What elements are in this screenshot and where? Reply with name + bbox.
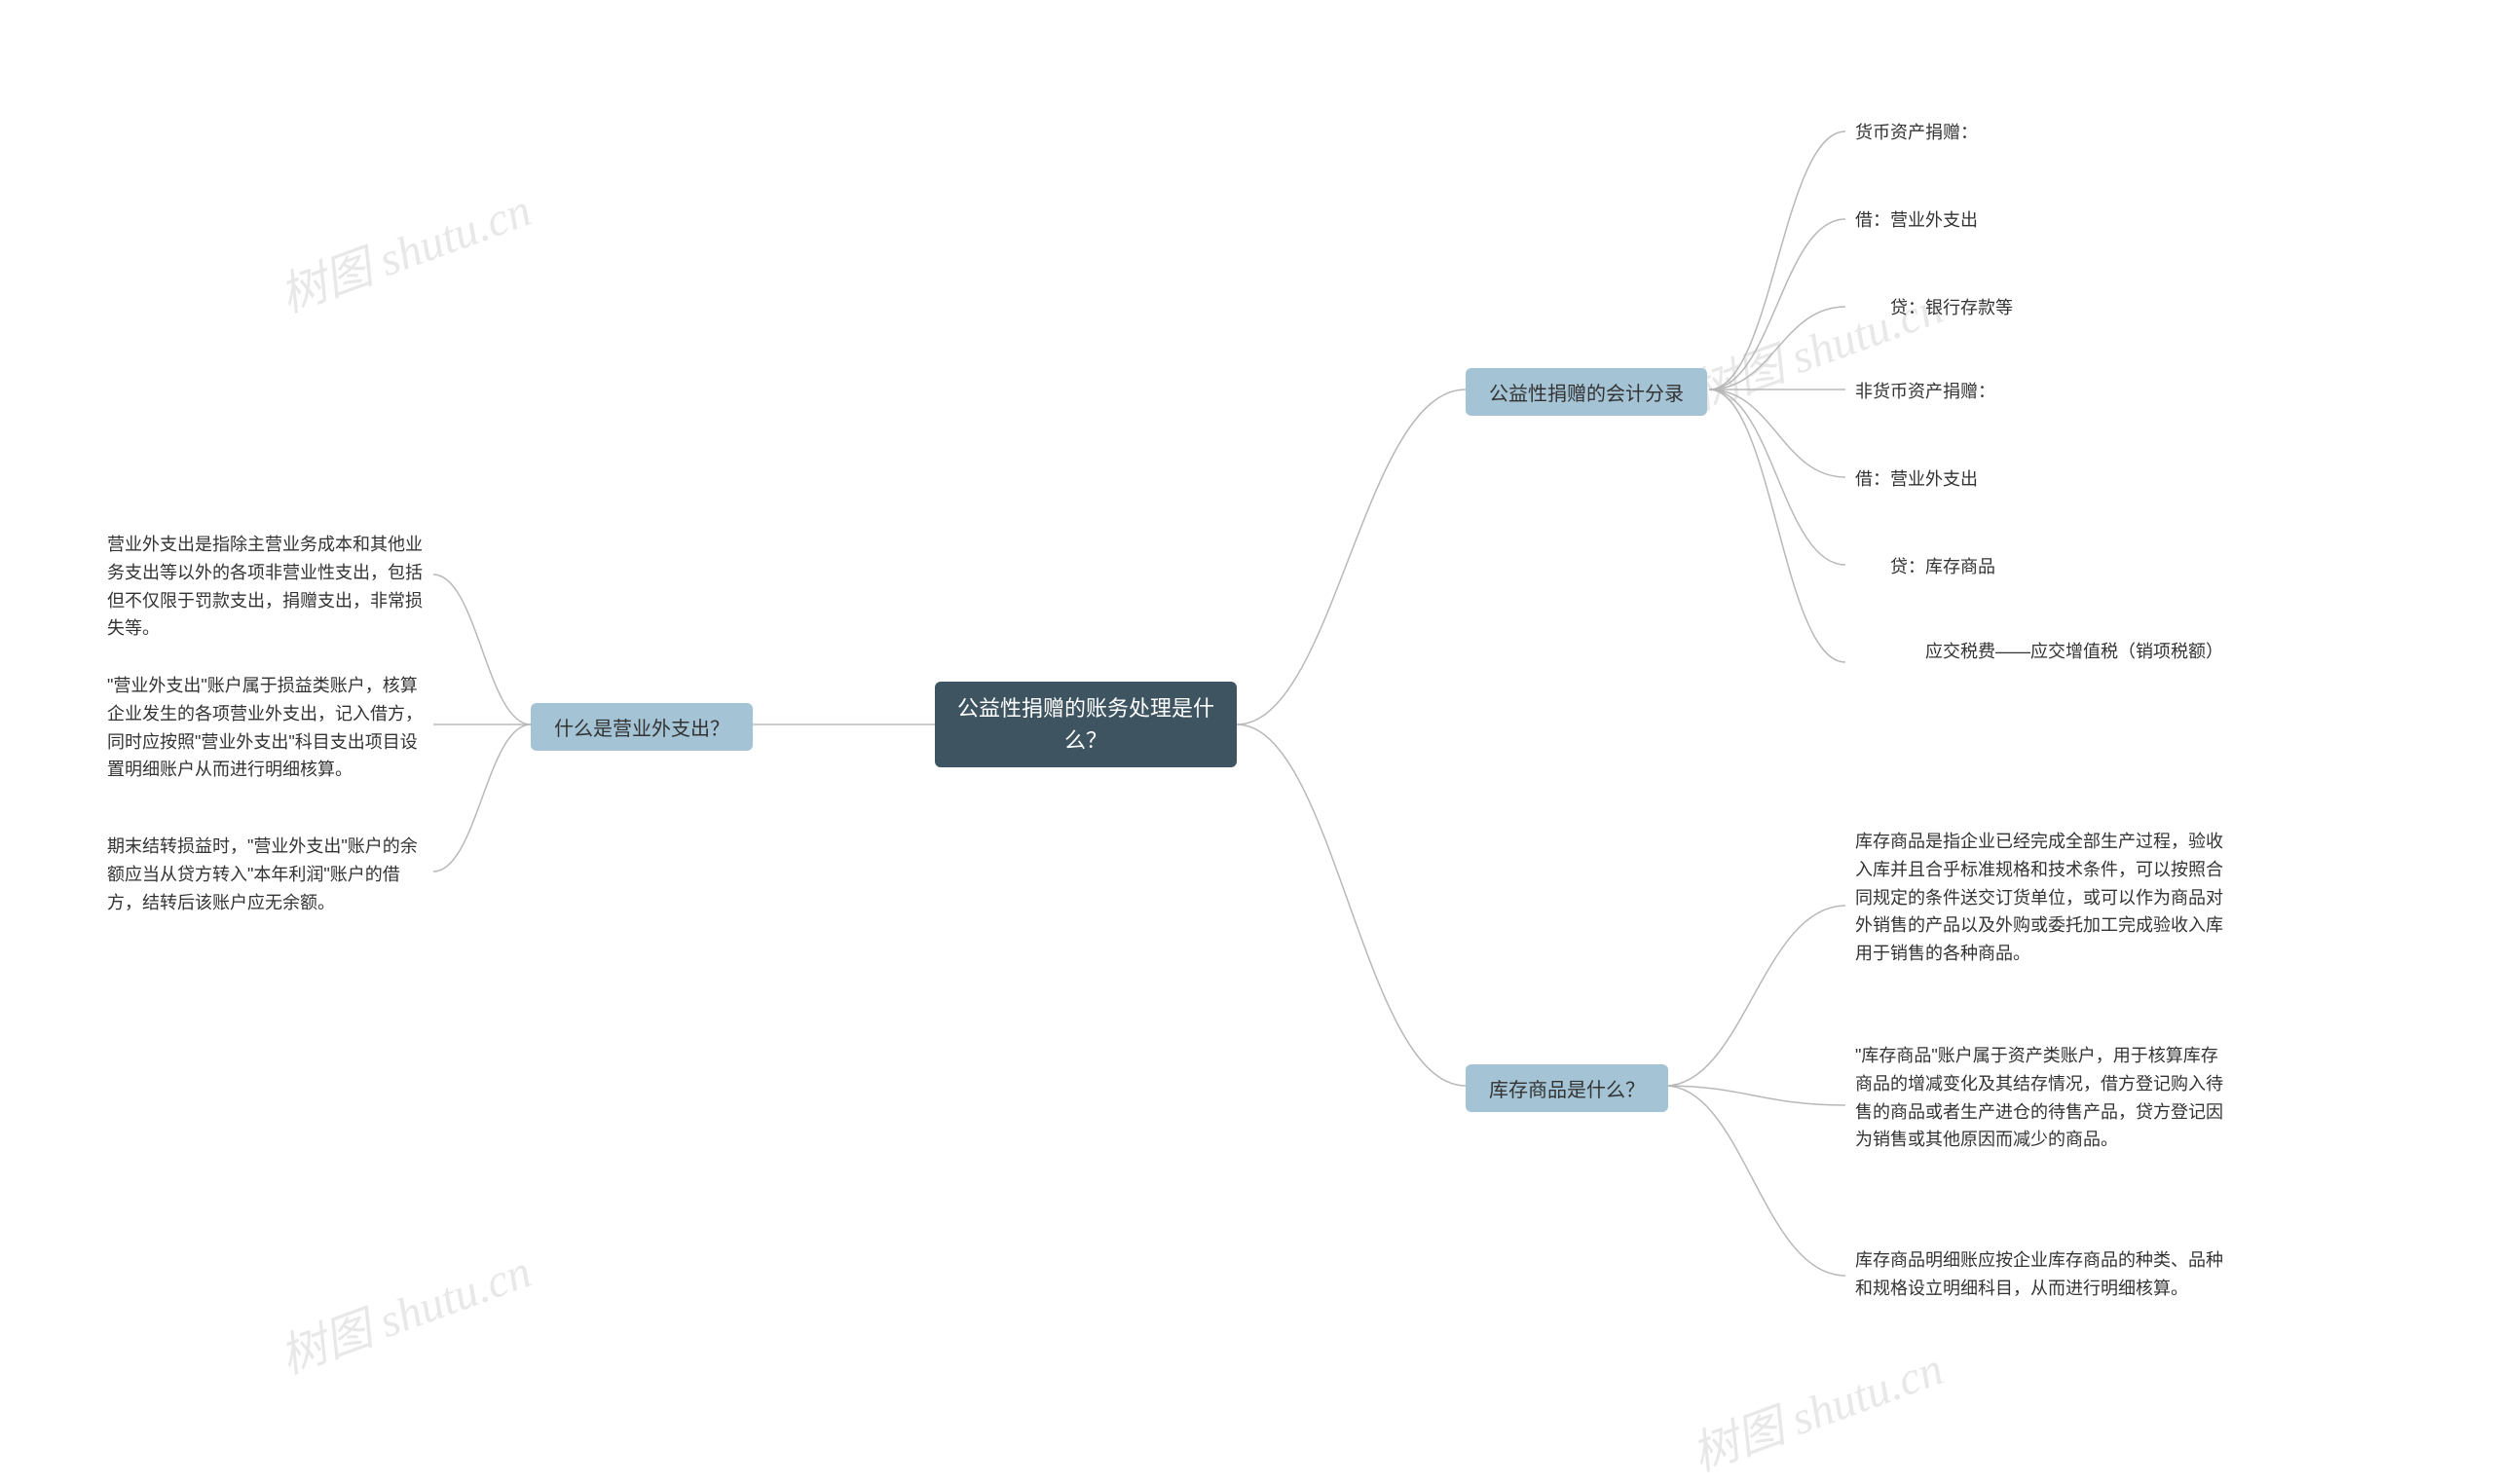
branch-right-2[interactable]: 库存商品是什么？: [1466, 1064, 1668, 1112]
leaf-r1f: 贷：库存商品: [1855, 553, 2225, 581]
watermark-4: 树图 shutu.cn: [1681, 1330, 1951, 1484]
leaf-r1b: 借：营业外支出: [1855, 206, 2225, 235]
leaf-r1c: 贷：银行存款等: [1855, 294, 2225, 322]
leaf-l1c: 期末结转损益时，"营业外支出"账户的余额应当从贷方转入"本年利润"账户的借方，结…: [107, 833, 428, 916]
leaf-r2a: 库存商品是指企业已经完成全部生产过程，验收入库并且合乎标准规格和技术条件，可以按…: [1855, 828, 2225, 968]
leaf-r2c: 库存商品明细账应按企业库存商品的种类、品种和规格设立明细科目，从而进行明细核算。: [1855, 1246, 2225, 1303]
leaf-r1e: 借：营业外支出: [1855, 465, 2225, 494]
root-node[interactable]: 公益性捐赠的账务处理是什么？: [935, 682, 1237, 767]
leaf-r2b: "库存商品"账户属于资产类账户，用于核算库存商品的增减变化及其结存情况，借方登记…: [1855, 1042, 2225, 1154]
leaf-r1a: 货币资产捐赠：: [1855, 119, 2225, 147]
leaf-l1a: 营业外支出是指除主营业务成本和其他业务支出等以外的各项非营业性支出，包括但不仅限…: [107, 531, 428, 643]
watermark-1: 树图 shutu.cn: [269, 171, 539, 325]
leaf-l1b: "营业外支出"账户属于损益类账户，核算企业发生的各项营业外支出，记入借方，同时应…: [107, 672, 428, 784]
leaf-r1g: 应交税费——应交增值税（销项税额）: [1855, 638, 2264, 666]
leaf-r1d: 非货币资产捐赠：: [1855, 378, 2225, 406]
branch-left-1[interactable]: 什么是营业外支出？: [531, 703, 753, 751]
watermark-3: 树图 shutu.cn: [269, 1233, 539, 1387]
branch-right-1[interactable]: 公益性捐赠的会计分录: [1466, 368, 1707, 416]
